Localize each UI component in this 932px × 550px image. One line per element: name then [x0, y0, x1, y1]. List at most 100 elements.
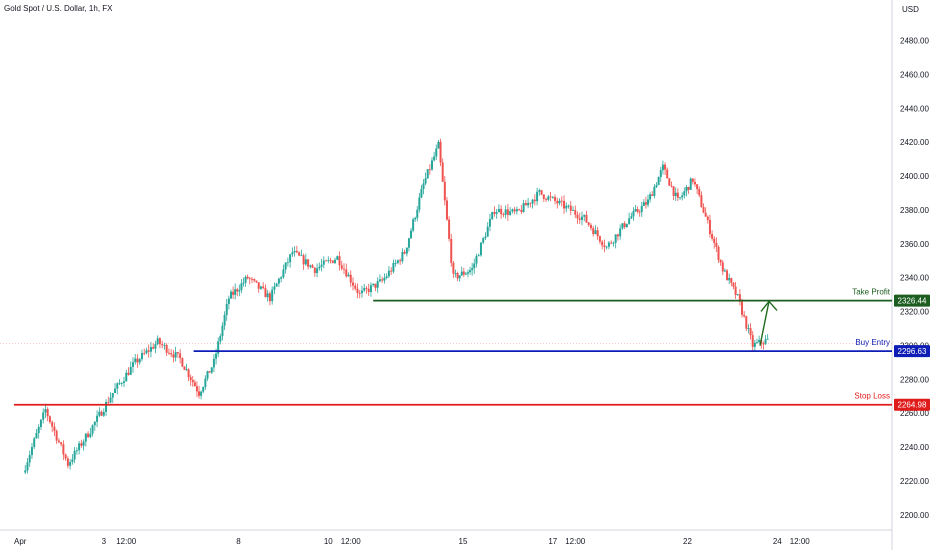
price-tick-label: 2360.00 — [900, 240, 929, 249]
candle-body — [477, 255, 480, 257]
candle — [46, 407, 49, 422]
candle — [329, 257, 332, 264]
candle — [574, 205, 577, 219]
candle — [713, 236, 716, 249]
candle — [316, 263, 319, 278]
candle-body — [518, 209, 521, 211]
candle-body — [78, 443, 81, 451]
candle — [717, 245, 720, 263]
candle — [664, 162, 667, 176]
candle-body — [401, 252, 404, 262]
candle-body — [44, 409, 47, 413]
candle-body — [244, 276, 247, 283]
candle — [456, 271, 459, 282]
candle — [666, 167, 669, 179]
candle — [536, 187, 539, 206]
candle-body — [736, 294, 739, 296]
candle — [372, 283, 375, 287]
candle-body — [445, 200, 448, 220]
candle — [69, 458, 72, 470]
candle-body — [363, 287, 366, 291]
candle — [723, 268, 726, 273]
candle-body — [253, 279, 256, 281]
time-tick-label: 12:00 — [565, 537, 586, 546]
candle — [217, 337, 220, 358]
candle-body — [433, 156, 436, 161]
candle-body — [403, 252, 406, 254]
candle — [452, 261, 455, 279]
candle — [98, 407, 101, 418]
candle — [693, 178, 696, 187]
candle-body — [185, 369, 188, 371]
candle — [80, 439, 83, 448]
candle-body — [605, 246, 608, 248]
candle — [653, 183, 656, 199]
candle — [529, 202, 532, 208]
candle-body — [607, 242, 610, 247]
candle-body — [82, 441, 85, 446]
candle — [687, 186, 690, 194]
candle — [129, 361, 132, 376]
candle — [191, 375, 194, 387]
candle — [445, 197, 448, 221]
candle — [649, 192, 652, 203]
buy-entry-price-value: 2296.63 — [898, 347, 927, 356]
candle — [91, 424, 94, 437]
candle — [275, 282, 278, 287]
candle — [601, 240, 604, 250]
candle — [51, 420, 54, 433]
candle-body — [26, 462, 29, 471]
candle — [495, 209, 498, 219]
candle-body — [134, 358, 137, 363]
candle — [572, 206, 575, 211]
candle-body — [392, 262, 395, 272]
candle-body — [80, 443, 83, 446]
candle-body — [30, 447, 33, 456]
candle — [726, 269, 729, 281]
candle — [437, 139, 440, 149]
candle — [221, 322, 224, 341]
candle — [340, 260, 343, 271]
candle — [689, 177, 692, 190]
symbol-title: Gold Spot / U.S. Dollar, 1h, FX — [4, 4, 113, 13]
candle — [670, 181, 673, 188]
candle — [403, 249, 406, 255]
candle — [766, 334, 769, 340]
candle — [753, 339, 756, 351]
candle-body — [372, 283, 375, 286]
candle-body — [488, 219, 491, 227]
candle-body — [302, 255, 305, 265]
candle — [219, 333, 222, 345]
candle — [208, 371, 211, 373]
candle — [458, 275, 461, 282]
candle — [242, 277, 245, 287]
candles — [24, 138, 769, 475]
candle-body — [234, 289, 237, 295]
candle-body — [293, 250, 296, 253]
candle — [111, 392, 114, 404]
candle-body — [399, 260, 402, 262]
candle-body — [136, 358, 139, 363]
candle-body — [509, 211, 512, 215]
candle-body — [191, 379, 194, 383]
candle-body — [693, 181, 696, 185]
candle — [87, 431, 90, 438]
candle — [114, 383, 117, 394]
candle-body — [66, 458, 69, 466]
candle-body — [743, 314, 746, 317]
candle-body — [57, 440, 60, 443]
candle-body — [250, 278, 253, 280]
candle-body — [430, 160, 433, 170]
take-profit-price-tag — [894, 294, 930, 307]
candle — [327, 256, 330, 264]
candle-body — [414, 217, 417, 220]
candle-body — [118, 383, 121, 384]
candle — [401, 248, 404, 264]
candle-body — [46, 409, 49, 417]
candle-body — [504, 209, 507, 215]
candle — [450, 233, 453, 267]
candle — [374, 283, 377, 292]
candle-body — [223, 315, 226, 326]
